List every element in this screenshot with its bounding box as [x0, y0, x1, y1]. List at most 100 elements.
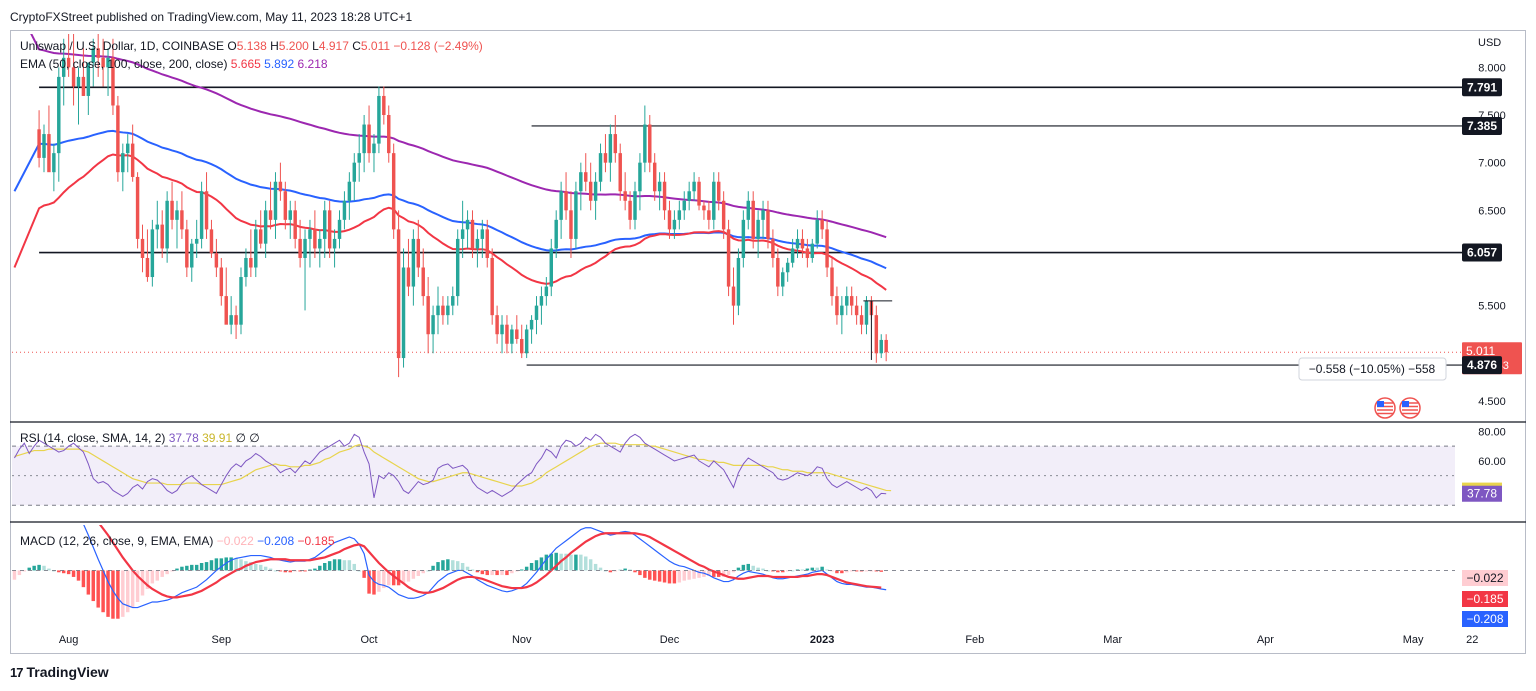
candle-body: [554, 219, 558, 249]
time-tick-label: Mar: [1103, 634, 1122, 646]
macd-histogram-bar: [721, 570, 726, 577]
candle-body: [185, 229, 189, 268]
macd-histogram-bar: [249, 562, 253, 571]
macd-histogram-bar: [849, 570, 854, 572]
macd-histogram-bar: [12, 570, 17, 580]
candle-body: [347, 181, 352, 201]
macd-histogram-bar: [111, 570, 115, 619]
level-price-label: 4.876: [1467, 358, 1497, 372]
macd-histogram-bar: [712, 570, 716, 577]
candle-body: [505, 324, 509, 344]
macd-histogram-bar: [805, 568, 810, 571]
time-tick-label: Sep: [212, 634, 232, 646]
last-price-label: 5.011: [1466, 344, 1495, 358]
candle-body: [116, 105, 120, 173]
candle-body: [657, 181, 662, 192]
macd-value-badge: [1462, 591, 1508, 607]
macd-histogram-bar: [840, 570, 844, 574]
tradingview-logo-icon: 17: [10, 664, 24, 680]
tradingview-brand[interactable]: 17 TradingView: [10, 664, 109, 680]
candle-body: [268, 210, 273, 220]
ohlc-close: 5.011: [361, 39, 393, 53]
macd-histogram-bar: [470, 569, 475, 571]
macd-histogram-bar: [219, 558, 224, 571]
candle-body: [278, 181, 283, 192]
brand-label: TradingView: [26, 664, 109, 680]
candle-body: [254, 229, 258, 268]
macd-histogram-bar: [874, 570, 879, 572]
rsi-value-label: 37.78: [1467, 487, 1497, 501]
macd-histogram-bar: [352, 563, 357, 571]
ema-50-line: [13, 153, 887, 291]
candle-body: [579, 172, 583, 192]
macd-histogram-bar: [781, 570, 785, 573]
macd-histogram-bar: [785, 570, 790, 572]
candle-body: [524, 329, 529, 354]
macd-histogram-bar: [209, 560, 214, 571]
candle-body: [515, 329, 519, 339]
candle-body: [298, 238, 302, 258]
rsi-empty-2: ∅: [249, 431, 259, 445]
macd-histogram-bar: [155, 570, 160, 581]
candle-body: [588, 181, 593, 201]
candle-body: [71, 67, 76, 87]
macd-histogram-bar: [485, 570, 489, 576]
candle-body: [598, 153, 603, 182]
time-tick-label: Apr: [1257, 634, 1274, 646]
macd-histogram-bar: [446, 559, 450, 571]
candle-body: [451, 296, 455, 306]
macd-histogram-bar: [480, 570, 485, 575]
macd-histogram-bar: [47, 568, 51, 571]
macd-histogram-bar: [554, 552, 558, 571]
candle-body: [165, 200, 169, 249]
macd-histogram-bar: [564, 553, 568, 571]
candle-body: [337, 219, 342, 239]
candle-body: [52, 153, 56, 173]
macd-histogram-bar: [845, 570, 849, 573]
candle-body: [549, 248, 554, 287]
macd-histogram-bar: [495, 570, 499, 576]
macd-histogram-bar: [598, 567, 603, 571]
candle-body: [234, 315, 238, 325]
candle-body: [731, 286, 736, 306]
macd-histogram-bar: [372, 570, 376, 595]
candle-body: [204, 191, 209, 230]
candle-body: [840, 305, 844, 316]
macd-histogram-bar: [140, 570, 145, 596]
candle-body: [859, 315, 864, 325]
time-tick-label: Oct: [360, 634, 377, 646]
macd-histogram-bar: [790, 570, 795, 572]
macd-histogram-bar: [648, 570, 652, 580]
macd-histogram-bar: [761, 568, 765, 571]
candle-body: [66, 57, 71, 68]
macd-histogram-bar: [367, 570, 371, 594]
candle-body: [815, 219, 819, 244]
candle-body: [199, 191, 204, 239]
candle-body: [830, 267, 834, 297]
candle-body: [569, 210, 573, 239]
ohlc-low: 4.917: [319, 39, 352, 53]
candle-body: [539, 296, 544, 306]
macd-histogram-bar: [81, 570, 86, 588]
macd-histogram-bar: [76, 570, 81, 581]
ohlc-c-label: C: [352, 39, 361, 53]
candle-body: [529, 319, 534, 330]
macd-histogram-bar: [603, 570, 608, 572]
ema-50-value: 5.665: [231, 57, 264, 71]
time-tick-label: 2023: [810, 634, 834, 646]
candle-body: [603, 153, 608, 163]
macd-histogram-bar: [465, 566, 470, 571]
macd-histogram-bar: [145, 570, 150, 589]
macd-histogram-bar: [820, 566, 824, 571]
ohlc-h-label: H: [270, 39, 279, 53]
macd-histogram-bar: [96, 570, 100, 608]
macd-histogram-bar: [406, 570, 411, 582]
macd-histogram-bar: [756, 567, 760, 571]
candle-body: [672, 219, 677, 230]
macd-histogram-bar: [278, 570, 283, 572]
macd-histogram-bar: [618, 569, 622, 571]
ema-label: EMA (50, close, 100, close, 200, close): [20, 57, 231, 71]
candle-body: [766, 210, 770, 239]
macd-histogram-bar: [879, 570, 883, 572]
